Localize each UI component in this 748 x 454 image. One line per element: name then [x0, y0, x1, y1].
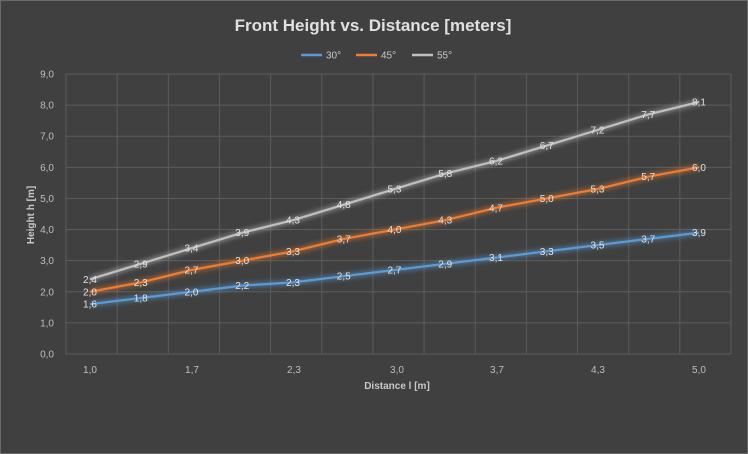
data-label: 2,7	[388, 266, 402, 277]
y-tick-label: 3,0	[40, 256, 54, 267]
data-labels: 1,6 1,8 2,0 2,2 2,3 2,5 2,7 2,9 3,1 3,3 3,5 3,7 3,9 2…	[83, 98, 706, 311]
data-label: 4,3	[438, 216, 452, 227]
data-label: 5,3	[388, 185, 402, 196]
data-label: 2,4	[83, 275, 97, 286]
data-label: 2,0	[83, 287, 97, 298]
data-label: 3,3	[540, 247, 554, 258]
data-label: 2,9	[438, 259, 452, 270]
y-tick-label: 0,0	[40, 350, 54, 361]
data-label: 2,5	[337, 272, 351, 283]
data-label: 4,8	[337, 200, 351, 211]
data-label: 7,7	[641, 110, 655, 121]
series-line	[89, 100, 700, 281]
data-label: 5,0	[540, 194, 554, 205]
legend-label: 55°	[437, 51, 452, 62]
data-label: 4,7	[489, 203, 503, 214]
y-tick-label: 9,0	[40, 70, 54, 81]
data-label: 7,2	[591, 126, 605, 137]
data-label: 3,0	[235, 256, 249, 267]
data-label: 2,9	[134, 259, 148, 270]
data-label: 5,7	[641, 172, 655, 183]
data-label: 2,3	[286, 278, 300, 289]
data-label: 3,5	[591, 241, 605, 252]
data-label: 3,9	[235, 228, 249, 239]
data-label: 6,0	[692, 163, 706, 174]
y-axis-ticks: 0,0 1,0 2,0 3,0 4,0 5,0 6,0 7,0 8,0 9,0	[40, 70, 54, 361]
data-label: 2,3	[134, 278, 148, 289]
data-label: 3,9	[692, 228, 706, 239]
y-tick-label: 6,0	[40, 163, 54, 174]
legend-label: 45°	[381, 51, 396, 62]
x-axis-title: Distance l [m]	[364, 381, 430, 392]
data-label: 2,2	[235, 281, 249, 292]
data-label: 1,6	[83, 300, 97, 311]
y-tick-label: 4,0	[40, 225, 54, 236]
x-tick-label: 2,3	[287, 365, 301, 376]
y-axis-title: Height h [m]	[26, 186, 37, 244]
legend: 30° 45° 55°	[301, 51, 452, 62]
series-line	[89, 231, 700, 306]
y-tick-label: 8,0	[40, 101, 54, 112]
data-label: 3,7	[641, 234, 655, 245]
data-label: 4,3	[286, 216, 300, 227]
data-label: 2,7	[185, 266, 199, 277]
chart-title: Front Height vs. Distance [meters]	[235, 16, 512, 35]
y-tick-label: 5,0	[40, 194, 54, 205]
data-label: 5,8	[438, 169, 452, 180]
x-tick-label: 1,0	[83, 365, 97, 376]
y-tick-label: 7,0	[40, 132, 54, 143]
x-tick-label: 5,0	[692, 365, 706, 376]
data-label: 8,1	[692, 98, 706, 109]
legend-label: 30°	[326, 51, 341, 62]
data-label: 3,3	[286, 247, 300, 258]
y-tick-label: 1,0	[40, 318, 54, 329]
x-tick-label: 3,0	[390, 365, 404, 376]
grid-lines	[65, 73, 732, 355]
series-line	[89, 166, 700, 293]
data-label: 6,2	[489, 157, 503, 168]
series-lines	[89, 99, 700, 308]
x-axis-ticks: 1,0 1,7 2,3 3,0 3,7 4,3 5,0	[83, 365, 706, 376]
data-label: 4,0	[388, 225, 402, 236]
data-label: 6,7	[540, 141, 554, 152]
data-label: 3,7	[337, 234, 351, 245]
x-tick-label: 1,7	[185, 365, 199, 376]
data-label: 3,4	[185, 244, 199, 255]
data-label: 5,3	[591, 185, 605, 196]
x-tick-label: 4,3	[591, 365, 605, 376]
data-label: 1,8	[134, 294, 148, 305]
x-tick-label: 3,7	[490, 365, 504, 376]
data-label: 2,0	[185, 287, 199, 298]
y-tick-label: 2,0	[40, 287, 54, 298]
data-label: 3,1	[489, 253, 503, 264]
